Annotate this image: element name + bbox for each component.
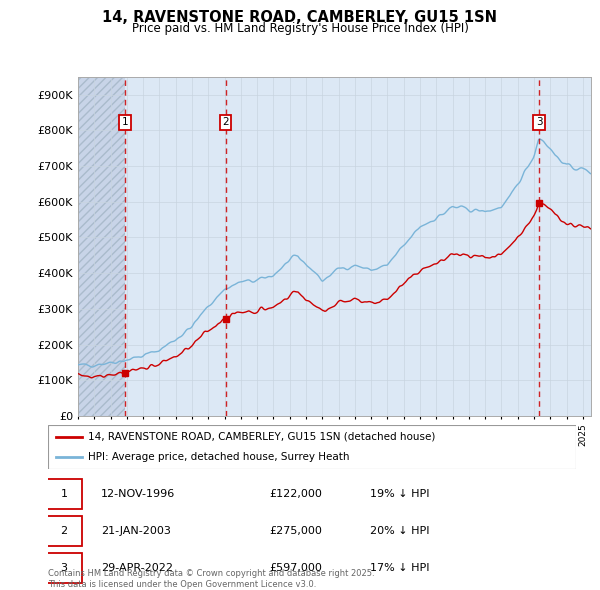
Text: 17% ↓ HPI: 17% ↓ HPI <box>370 563 430 573</box>
FancyBboxPatch shape <box>46 479 82 509</box>
Text: Contains HM Land Registry data © Crown copyright and database right 2025.
This d: Contains HM Land Registry data © Crown c… <box>48 569 374 589</box>
Text: £597,000: £597,000 <box>270 563 323 573</box>
Text: 2: 2 <box>60 526 67 536</box>
Text: 3: 3 <box>536 117 542 127</box>
Text: 12-NOV-1996: 12-NOV-1996 <box>101 489 175 499</box>
FancyBboxPatch shape <box>46 553 82 583</box>
Bar <box>539 77 591 416</box>
Bar <box>125 77 226 416</box>
Text: 19% ↓ HPI: 19% ↓ HPI <box>370 489 430 499</box>
Text: 2: 2 <box>222 117 229 127</box>
Text: 29-APR-2022: 29-APR-2022 <box>101 563 173 573</box>
Bar <box>226 77 539 416</box>
Text: 21-JAN-2003: 21-JAN-2003 <box>101 526 170 536</box>
FancyBboxPatch shape <box>46 516 82 546</box>
Text: 20% ↓ HPI: 20% ↓ HPI <box>370 526 430 536</box>
Text: 3: 3 <box>61 563 67 573</box>
Text: £275,000: £275,000 <box>270 526 323 536</box>
Text: 1: 1 <box>61 489 67 499</box>
Text: 1: 1 <box>121 117 128 127</box>
Text: Price paid vs. HM Land Registry's House Price Index (HPI): Price paid vs. HM Land Registry's House … <box>131 22 469 35</box>
Text: 14, RAVENSTONE ROAD, CAMBERLEY, GU15 1SN: 14, RAVENSTONE ROAD, CAMBERLEY, GU15 1SN <box>103 10 497 25</box>
Bar <box>78 77 125 416</box>
Text: £122,000: £122,000 <box>270 489 323 499</box>
Text: HPI: Average price, detached house, Surrey Heath: HPI: Average price, detached house, Surr… <box>88 452 349 462</box>
Text: 14, RAVENSTONE ROAD, CAMBERLEY, GU15 1SN (detached house): 14, RAVENSTONE ROAD, CAMBERLEY, GU15 1SN… <box>88 432 435 442</box>
